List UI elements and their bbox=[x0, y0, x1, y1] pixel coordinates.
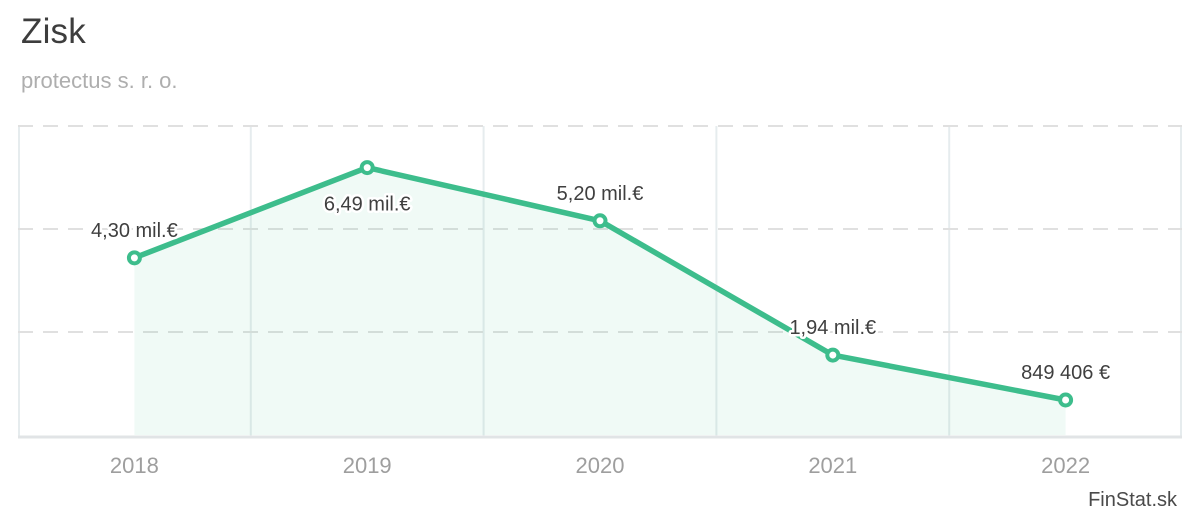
finstat-watermark[interactable]: FinStat.sk bbox=[1088, 489, 1177, 511]
data-point-2018[interactable] bbox=[126, 250, 142, 266]
data-label-2019: 6,49 mil.€ bbox=[324, 194, 411, 216]
x-axis-label-2021[interactable]: 2021 bbox=[808, 453, 857, 478]
data-label-2022: 849 406 € bbox=[1021, 362, 1110, 384]
chart-header: Zisk protectus s. r. o. bbox=[21, 12, 178, 94]
series-area-fill bbox=[134, 167, 1066, 435]
x-axis-label-2019[interactable]: 2019 bbox=[343, 453, 392, 478]
data-label-2021: 1,94 mil.€ bbox=[789, 317, 876, 339]
data-label-2020: 5,20 mil.€ bbox=[557, 183, 644, 205]
chart-title: Zisk bbox=[21, 12, 86, 51]
x-axis-label-2020[interactable]: 2020 bbox=[576, 453, 625, 478]
chart-subtitle: protectus s. r. o. bbox=[21, 68, 178, 94]
data-point-2021[interactable] bbox=[825, 347, 841, 363]
x-axis-label-2018[interactable]: 2018 bbox=[110, 453, 159, 478]
x-axis-label-2022[interactable]: 2022 bbox=[1041, 453, 1090, 478]
data-label-2018: 4,30 mil.€ bbox=[91, 220, 178, 242]
data-point-2020[interactable] bbox=[592, 213, 608, 229]
data-point-2022[interactable] bbox=[1058, 392, 1074, 408]
data-point-2019[interactable] bbox=[359, 160, 375, 176]
